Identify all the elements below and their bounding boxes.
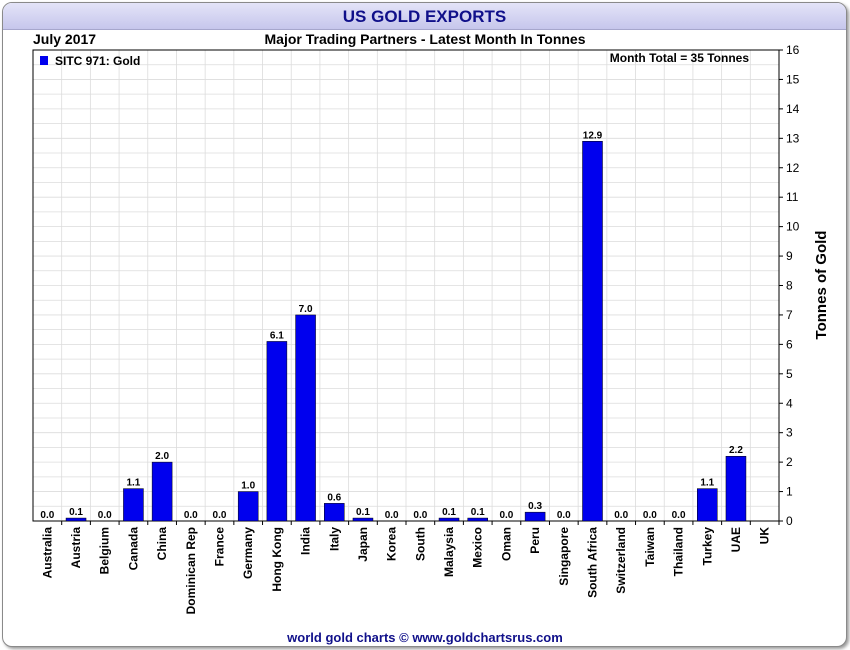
bar (697, 488, 718, 522)
y-tick-label: 2 (786, 455, 793, 469)
bar-value-label: 0.1 (471, 507, 485, 518)
date-label: July 2017 (33, 31, 97, 47)
bar (295, 314, 316, 522)
y-tick-label: 14 (786, 102, 800, 116)
category-label: Dominican Rep (184, 527, 198, 614)
category-label: Malaysia (442, 527, 456, 577)
bar-value-label: 1.1 (126, 478, 140, 489)
category-label: Belgium (98, 527, 112, 574)
bar (65, 517, 87, 522)
bar-value-label: 0.0 (98, 510, 112, 521)
bar-value-label: 0.1 (442, 507, 456, 518)
bar (725, 455, 747, 522)
legend: SITC 971: Gold (40, 54, 140, 68)
bar-value-label: 1.0 (241, 481, 255, 492)
category-label: Switzerland (614, 527, 628, 594)
category-label: Korea (385, 527, 399, 561)
bar-value-label: 0.3 (528, 501, 542, 512)
bar-value-label: 0.6 (327, 492, 341, 503)
category-label: Peru (528, 527, 542, 554)
bar-value-label: 0.0 (499, 510, 513, 521)
y-tick-label: 6 (786, 337, 793, 351)
chart-title: US GOLD EXPORTS (342, 7, 507, 26)
category-label: China (155, 527, 169, 561)
category-label: South (413, 527, 427, 561)
bar-value-label: 12.9 (583, 130, 603, 141)
bars: 0.0 0.1 0.0 1.1 2.0 0.0 0.0 1.0 6.1 7.0 0.6 0.1 0.0 0… (40, 130, 747, 522)
bar-value-label: 0.1 (69, 507, 83, 518)
footer-credit: world gold charts © www.goldchartsrus.co… (287, 630, 563, 645)
bar-value-label: 0.0 (385, 510, 399, 521)
category-label: Turkey (700, 527, 714, 566)
category-label: Italy (327, 527, 341, 551)
bar (266, 341, 288, 522)
y-tick-label: 10 (786, 220, 800, 234)
y-tick-label: 9 (786, 249, 793, 263)
bar-value-label: 0.0 (672, 510, 686, 521)
y-tick-label: 4 (786, 396, 793, 410)
chart-subtitle: Major Trading Partners - Latest Month In… (264, 31, 586, 47)
bar-value-label: 0.1 (356, 507, 370, 518)
bar-value-label: 0.0 (614, 510, 628, 521)
y-tick-label: 12 (786, 161, 800, 175)
y-tick-label: 15 (786, 72, 800, 86)
bar (324, 503, 345, 522)
category-label: Germany (241, 527, 255, 579)
category-label: UK (758, 527, 772, 545)
category-label: Austria (69, 527, 83, 569)
bar (438, 517, 460, 522)
category-label: Mexico (471, 527, 485, 568)
legend-label: SITC 971: Gold (55, 54, 140, 68)
y-tick-label: 5 (786, 367, 793, 381)
category-label: Australia (40, 527, 54, 579)
category-label: Thailand (672, 527, 686, 576)
bar-value-label: 0.0 (213, 510, 227, 521)
bar-value-label: 0.0 (413, 510, 427, 521)
y-tick-label: 3 (786, 426, 793, 440)
category-label: France (213, 527, 227, 567)
bar-value-label: 6.1 (270, 330, 284, 341)
category-label: UAE (729, 527, 743, 552)
y-tick-label: 0 (786, 514, 793, 528)
month-total-annotation: Month Total = 35 Tonnes (610, 51, 750, 65)
y-tick-label: 16 (786, 43, 800, 57)
y-tick-label: 11 (786, 190, 799, 204)
category-label: Hong Kong (270, 527, 284, 592)
category-label: Japan (356, 527, 370, 562)
y-axis-title: Tonnes of Gold (813, 231, 830, 340)
bar-value-label: 2.0 (155, 451, 169, 462)
bar (237, 491, 259, 522)
bar-value-label: 1.1 (700, 478, 714, 489)
category-label: India (299, 527, 313, 555)
category-label: South Africa (586, 527, 600, 598)
bar-value-label: 7.0 (299, 304, 313, 315)
bar (123, 488, 144, 522)
category-label: Singapore (557, 527, 571, 586)
bar (524, 511, 546, 522)
bar (467, 517, 488, 522)
bar-value-label: 0.0 (643, 510, 657, 521)
category-label: Canada (126, 527, 140, 571)
bar (582, 141, 603, 522)
y-tick-label: 13 (786, 131, 800, 145)
bar-value-label: 0.0 (184, 510, 198, 521)
bar-value-label: 2.2 (729, 445, 743, 456)
bar (151, 461, 173, 522)
y-tick-label: 1 (786, 485, 793, 499)
bar (352, 517, 374, 522)
x-axis: Australia Austria Belgium Canada China Domini… (40, 521, 780, 614)
category-label: Oman (499, 527, 513, 561)
legend-swatch (40, 56, 48, 65)
y-tick-label: 7 (786, 308, 793, 322)
y-tick-label: 8 (786, 279, 793, 293)
bar-value-label: 0.0 (40, 510, 54, 521)
category-label: Taiwan (643, 527, 657, 567)
grid-lines (33, 49, 779, 522)
title-bar: US GOLD EXPORTS (3, 3, 846, 30)
bar-value-label: 0.0 (557, 510, 571, 521)
